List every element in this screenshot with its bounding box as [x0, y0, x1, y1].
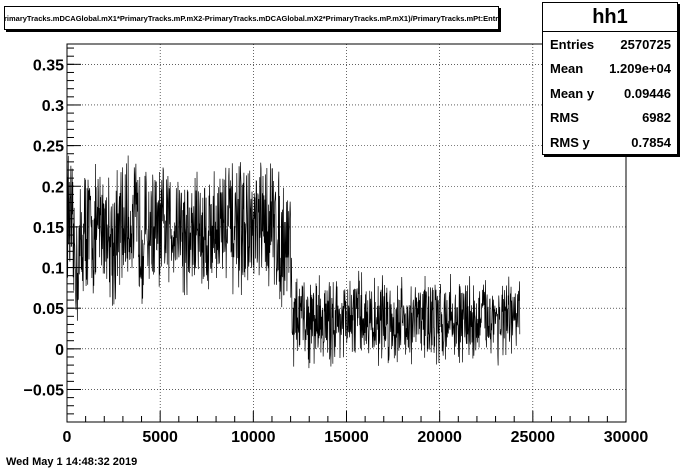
- stats-value: 6982: [642, 110, 671, 126]
- stats-histogram-name: hh1: [543, 3, 677, 32]
- chart-title-box: (PrimaryTracks.mDCAGlobal.mX1*PrimaryTra…: [4, 6, 499, 30]
- y-tick-label: 0.1: [42, 261, 64, 278]
- data-trace: [66, 155, 521, 369]
- timestamp: Wed May 1 14:48:32 2019: [6, 456, 138, 468]
- stats-box: hh1 Entries 2570725 Mean 1.209e+04 Mean …: [542, 2, 678, 155]
- stats-row-mean: Mean 1.209e+04: [543, 57, 677, 82]
- stats-label: RMS y: [550, 134, 590, 150]
- x-tick-label: 15000: [324, 429, 369, 446]
- x-tick-label: 30000: [604, 429, 649, 446]
- stats-label: RMS: [550, 110, 579, 126]
- y-tick-label: 0: [55, 342, 64, 359]
- y-tick-label: −0.05: [24, 382, 65, 399]
- plot-border: [66, 43, 627, 423]
- stats-value: 2570725: [620, 36, 671, 52]
- y-tick-label: 0.25: [33, 139, 64, 156]
- stats-row-entries: Entries 2570725: [543, 32, 677, 57]
- stats-label: Mean y: [550, 85, 595, 101]
- stats-value: 1.209e+04: [609, 61, 671, 77]
- y-tick-label: 0.2: [42, 179, 64, 196]
- stats-row-rms: RMS 6982: [543, 106, 677, 131]
- stats-value: 0.09446: [624, 85, 671, 101]
- y-tick-label: 0.3: [42, 98, 64, 115]
- stats-label: Entries: [550, 36, 595, 52]
- x-tick-label: 5000: [142, 429, 178, 446]
- x-tick-label: 20000: [417, 429, 462, 446]
- x-tick-label: 25000: [511, 429, 556, 446]
- y-tick-label: 0.15: [33, 220, 64, 237]
- y-tick-label: 0.05: [33, 301, 64, 318]
- y-tick-label: 0.35: [33, 57, 64, 74]
- stats-row-mean-y: Mean y 0.09446: [543, 81, 677, 106]
- x-tick-label: 0: [63, 429, 72, 446]
- axes: 0 5000 10000 15000 20000 25000 30000 −0.05 0 0.05…: [24, 47, 649, 446]
- x-tick-label: 10000: [231, 429, 276, 446]
- stats-value: 0.7854: [631, 134, 671, 150]
- series-line: [66, 155, 521, 369]
- chart-title: (PrimaryTracks.mDCAGlobal.mX1*PrimaryTra…: [4, 13, 499, 23]
- stats-label: Mean: [550, 61, 584, 77]
- stats-row-rms-y: RMS y 0.7854: [543, 130, 677, 155]
